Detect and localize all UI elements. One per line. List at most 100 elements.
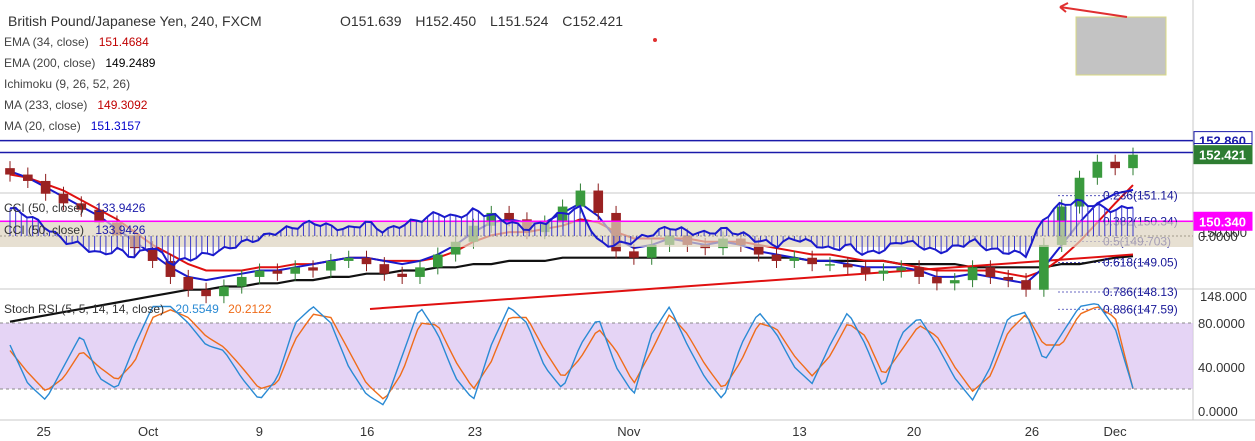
time-tick-label: 13 (792, 424, 806, 439)
price-badge (1193, 211, 1253, 231)
main-price-panel[interactable]: 0.236(151.14)0.382(150.34)0.5(149.703)0.… (0, 2, 1193, 323)
candle-body (932, 276, 942, 284)
cci-band (0, 222, 1193, 247)
indicator-name: MA (233, close) (4, 98, 87, 112)
ma-series-line (9, 170, 1134, 285)
symbol-text: British Pound/Japanese Yen, 240, FXCM (8, 13, 262, 29)
indicator-name: MA (20, close) (4, 119, 81, 133)
cci-axis-label: 0.0000 (1198, 229, 1238, 244)
indicator-value: 149.3092 (97, 98, 147, 112)
candle-body (1021, 280, 1031, 290)
indicator-legend: EMA (34, close) 151.4684 EMA (200, close) 1… (4, 35, 156, 133)
stoch-k-series (9, 303, 1134, 406)
candle-body (1110, 161, 1120, 169)
candle-body (290, 267, 301, 274)
candle-body (308, 267, 318, 271)
candle-body (272, 270, 283, 274)
trend-arrow (1059, 6, 1128, 18)
cci-histogram (9, 199, 1134, 266)
candle-body (896, 267, 907, 271)
horizontal-levels[interactable] (0, 139, 1193, 223)
candle-body (949, 280, 960, 284)
ohlc-high: H152.450 (415, 13, 476, 29)
ma233-series-line (369, 253, 1134, 310)
time-tick-label: 26 (1025, 424, 1039, 439)
indicator-legend-item: Ichimoku (9, 26, 52, 26) (4, 77, 130, 91)
candle-body (646, 244, 657, 258)
time-tick-label: Oct (138, 424, 159, 439)
cci-label-text: CCI (50, close) (4, 201, 84, 215)
cci-series-line (9, 198, 1134, 267)
indicator-name: EMA (34, close) (4, 35, 89, 49)
time-tick-label: Dec (1103, 424, 1127, 439)
candle-body (397, 273, 407, 277)
candle-body (593, 190, 604, 213)
candle-body (450, 241, 461, 255)
ohlc-open: O151.639 (340, 13, 402, 29)
candle-body (183, 276, 194, 290)
candle-body (23, 174, 33, 181)
indicator-value: 149.2489 (105, 56, 155, 70)
candle-body (1039, 244, 1049, 290)
indicator-legend-item: MA (20, close) 151.3157 (4, 119, 141, 133)
candle-body (504, 212, 514, 220)
candle-body (486, 212, 497, 226)
indicator-value: 151.3157 (91, 119, 141, 133)
stoch-axis-label: 0.0000 (1198, 404, 1238, 419)
ohlc-low: L151.524 (490, 13, 549, 29)
candle-body (1074, 177, 1085, 207)
candle-body (825, 264, 835, 266)
cci-panel[interactable] (0, 198, 1193, 267)
fib-level-label: 0.618(149.05) (1103, 256, 1178, 270)
candle-body (1128, 154, 1138, 169)
time-axis[interactable]: 25 Oct 9 16 23 Nov 13 20 26 Dec (36, 424, 1127, 439)
price-tick-label: 148.000 (1200, 289, 1247, 304)
candle-body (76, 203, 87, 210)
candle-body (1092, 161, 1103, 178)
ohlc-readout: O151.639 H152.450 L151.524 C152.421 (340, 13, 623, 29)
indicator-value: 151.4684 (99, 35, 149, 49)
candle-body (254, 270, 265, 277)
time-tick-label: 23 (468, 424, 482, 439)
cci-value: 133.9426 (95, 201, 145, 215)
candle-body (5, 168, 15, 175)
fib-level-label: 0.236(151.14) (1103, 189, 1178, 203)
cci-label-2: CCI (50, close) 133.9426 (4, 223, 146, 237)
marker-dot (653, 38, 657, 42)
time-tick-label: Nov (617, 424, 641, 439)
candle-body (878, 270, 889, 274)
arrow-head-icon (1059, 2, 1069, 13)
main-legend: British Pound/Japanese Yen, 240, FXCM O1… (4, 13, 623, 133)
fib-level-label: 0.886(147.59) (1103, 302, 1178, 316)
cci-line (9, 198, 1134, 267)
candle-body (343, 257, 354, 261)
stoch-k-line (9, 303, 1134, 406)
candle-body (967, 267, 978, 281)
candle-body (326, 260, 336, 271)
candle-body (415, 267, 425, 277)
candle-body (753, 244, 764, 255)
candle-body (379, 264, 390, 274)
indicator-name: Ichimoku (9, 26, 52, 26) (4, 77, 130, 91)
price-badge-label: 152.421 (1199, 148, 1246, 163)
candle-body (629, 251, 639, 258)
candle-body (789, 257, 800, 261)
candle-body (201, 289, 211, 297)
candle-body (165, 260, 176, 277)
candle-body (575, 190, 586, 207)
indicator-legend-item: EMA (34, close) 151.4684 (4, 35, 149, 49)
stoch-title: Stoch RSI (5, 5, 14, 14, close) 20.5549 … (4, 302, 272, 316)
candle-body (842, 264, 853, 268)
indicator-name: EMA (200, close) (4, 56, 95, 70)
stoch-rsi-panel[interactable] (0, 303, 1193, 406)
candle-body (432, 254, 443, 268)
candle-body (807, 257, 817, 265)
time-tick-label: 9 (256, 424, 263, 439)
candle-body (147, 248, 158, 261)
price-axis[interactable]: 150.000148.000152.860152.489152.421150.3… (1193, 131, 1253, 419)
price-badge (1193, 145, 1253, 165)
price-badge-label: 150.340 (1199, 214, 1246, 229)
stoch-axis-label: 40.0000 (1198, 360, 1245, 375)
candle-body (771, 254, 782, 261)
